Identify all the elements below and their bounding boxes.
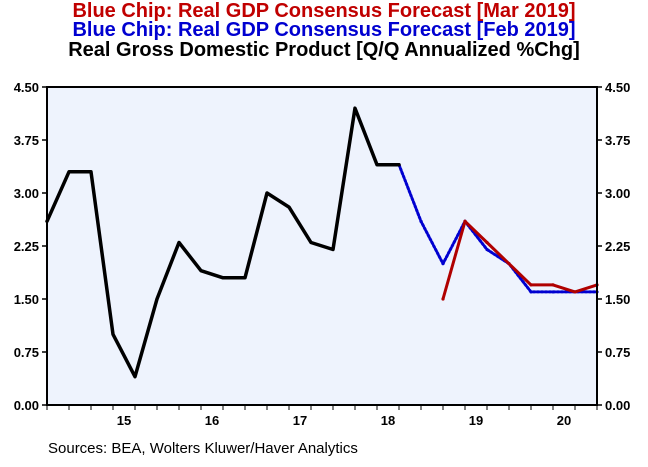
source-note: Sources: BEA, Wolters Kluwer/Haver Analy… xyxy=(48,440,358,457)
x-tick-label: 19 xyxy=(469,413,483,428)
y-tick-label-right: 3.75 xyxy=(605,133,630,148)
y-tick-label-left: 3.75 xyxy=(14,133,39,148)
x-tick-label: 15 xyxy=(117,413,131,428)
data-point-mar-forecast xyxy=(441,297,445,301)
data-point-mar-forecast xyxy=(507,262,511,266)
data-point-mar-forecast xyxy=(485,240,489,245)
chart-title-real-gdp: Real Gross Domestic Product [Q/Q Annuali… xyxy=(68,39,580,61)
x-tick-label: 20 xyxy=(557,413,571,428)
data-point-feb-forecast xyxy=(419,219,423,223)
data-point-feb-forecast xyxy=(441,262,445,266)
y-tick-label-right: 1.50 xyxy=(605,292,630,307)
y-tick-label-right: 4.50 xyxy=(605,80,630,95)
data-point-feb-forecast xyxy=(529,290,533,294)
data-point-feb-forecast xyxy=(551,290,555,294)
y-tick-label-left: 4.50 xyxy=(14,80,39,95)
plot-frame xyxy=(46,86,598,406)
axis-tick-labels: 0.00 0.00 0.75 0.75 1.50 1.50 2.25 2.25 3.00 3.00… xyxy=(14,80,631,428)
y-tick-label-left: 0.75 xyxy=(14,345,39,360)
data-point-mar-forecast xyxy=(529,283,533,287)
series-line-mar-forecast xyxy=(441,219,599,301)
x-tick-label: 16 xyxy=(205,413,219,428)
y-tick-label-right: 0.75 xyxy=(605,345,630,360)
series-line-feb-forecast xyxy=(397,163,599,294)
y-tick-label-left: 0.00 xyxy=(14,398,39,413)
data-point-mar-forecast xyxy=(573,290,577,294)
y-tick-label-left: 2.25 xyxy=(14,239,39,254)
y-tick-label-right: 2.25 xyxy=(605,239,630,254)
data-point-mar-forecast xyxy=(551,283,555,287)
y-tick-label-left: 3.00 xyxy=(14,186,39,201)
chart-title-feb-forecast: Blue Chip: Real GDP Consensus Forecast [… xyxy=(72,19,576,41)
x-tick-label: 18 xyxy=(381,413,395,428)
series-line-real-gdp xyxy=(45,106,401,379)
chart-title-mar-forecast: Blue Chip: Real GDP Consensus Forecast [… xyxy=(72,0,576,22)
data-point-mar-forecast xyxy=(463,219,467,223)
y-tick-label-right: 0.00 xyxy=(605,398,630,413)
data-point-feb-forecast xyxy=(485,247,489,252)
x-tick-label: 17 xyxy=(293,413,307,428)
series-layer xyxy=(45,106,599,379)
y-tick-label-left: 1.50 xyxy=(14,292,39,307)
y-tick-label-right: 3.00 xyxy=(605,186,630,201)
